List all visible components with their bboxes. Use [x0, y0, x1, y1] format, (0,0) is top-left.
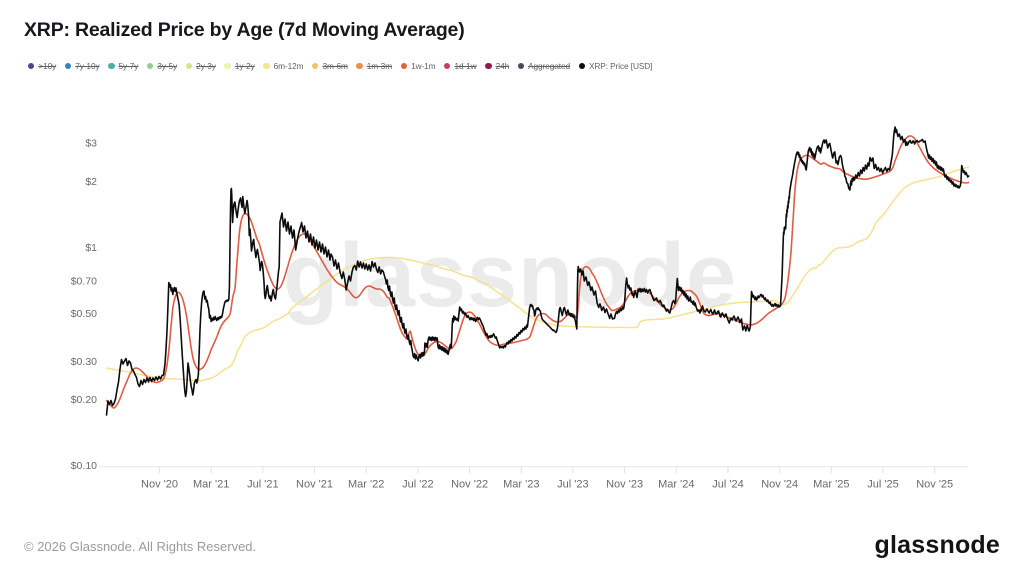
svg-text:$3: $3 [85, 138, 97, 150]
svg-text:$0.10: $0.10 [71, 460, 97, 472]
svg-text:Nov '24: Nov '24 [761, 479, 798, 491]
svg-text:$1: $1 [85, 242, 97, 254]
svg-text:$0.70: $0.70 [71, 276, 97, 288]
svg-text:Jul '23: Jul '23 [557, 479, 588, 491]
svg-text:Nov '23: Nov '23 [606, 479, 643, 491]
svg-text:Nov '22: Nov '22 [451, 479, 488, 491]
svg-text:Mar '22: Mar '22 [348, 479, 384, 491]
svg-text:$0.30: $0.30 [71, 356, 97, 368]
svg-text:$0.50: $0.50 [71, 308, 97, 320]
svg-text:$2: $2 [85, 176, 97, 188]
svg-text:Nov '20: Nov '20 [141, 479, 178, 491]
svg-text:Mar '23: Mar '23 [503, 479, 539, 491]
svg-text:$0.20: $0.20 [71, 394, 97, 406]
svg-text:Mar '25: Mar '25 [813, 479, 849, 491]
svg-text:Nov '25: Nov '25 [916, 479, 953, 491]
svg-text:Jul '24: Jul '24 [712, 479, 743, 491]
svg-text:Jul '25: Jul '25 [867, 479, 898, 491]
svg-text:Jul '22: Jul '22 [402, 479, 433, 491]
svg-text:Jul '21: Jul '21 [247, 479, 278, 491]
svg-text:Mar '24: Mar '24 [658, 479, 694, 491]
svg-text:glassnode: glassnode [283, 226, 737, 326]
svg-text:Nov '21: Nov '21 [296, 479, 333, 491]
svg-text:Mar '21: Mar '21 [193, 479, 229, 491]
